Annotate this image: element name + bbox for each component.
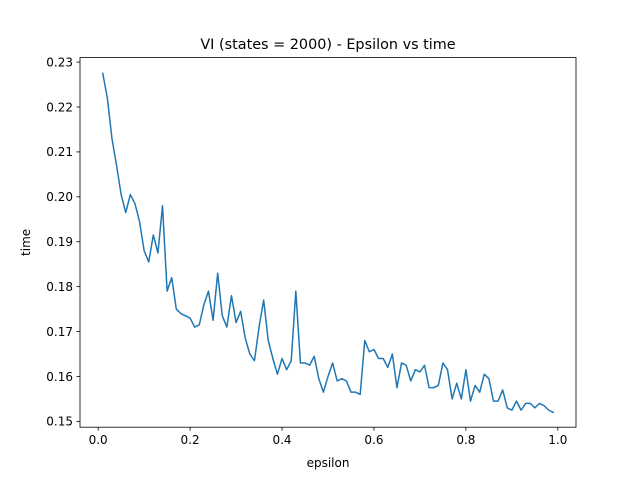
axes-layer: 0.0 0.2 0.4 0.6 0.8 1.0 0.15 0.16 0.17 0.18 0.19 0.… xyxy=(46,55,577,447)
y-tick-label: 0.18 xyxy=(46,280,73,294)
y-tick-label: 0.19 xyxy=(46,235,73,249)
x-tick-label: 0.2 xyxy=(181,433,200,447)
x-tick-label: 0.6 xyxy=(364,433,383,447)
axes-frame xyxy=(79,57,577,428)
y-tick-label: 0.15 xyxy=(46,415,73,429)
x-tick-label: 0.8 xyxy=(456,433,475,447)
y-tick-label: 0.22 xyxy=(46,100,73,114)
x-tick-label: 0.0 xyxy=(89,433,108,447)
x-tick-label: 0.4 xyxy=(272,433,291,447)
series-layer xyxy=(101,72,555,414)
y-tick-label: 0.20 xyxy=(46,190,73,204)
x-tick-label: 1.0 xyxy=(548,433,567,447)
chart-title: VI (states = 2000) - Epsilon vs time xyxy=(200,37,455,53)
y-axis-label: time xyxy=(19,229,33,256)
y-tick-label: 0.16 xyxy=(46,370,73,384)
x-axis-label: epsilon xyxy=(307,456,350,470)
y-tick-label: 0.21 xyxy=(46,145,73,159)
series-line xyxy=(101,72,555,414)
y-tick-label: 0.17 xyxy=(46,325,73,339)
y-tick-label: 0.23 xyxy=(46,55,73,69)
plot-area xyxy=(80,57,576,428)
